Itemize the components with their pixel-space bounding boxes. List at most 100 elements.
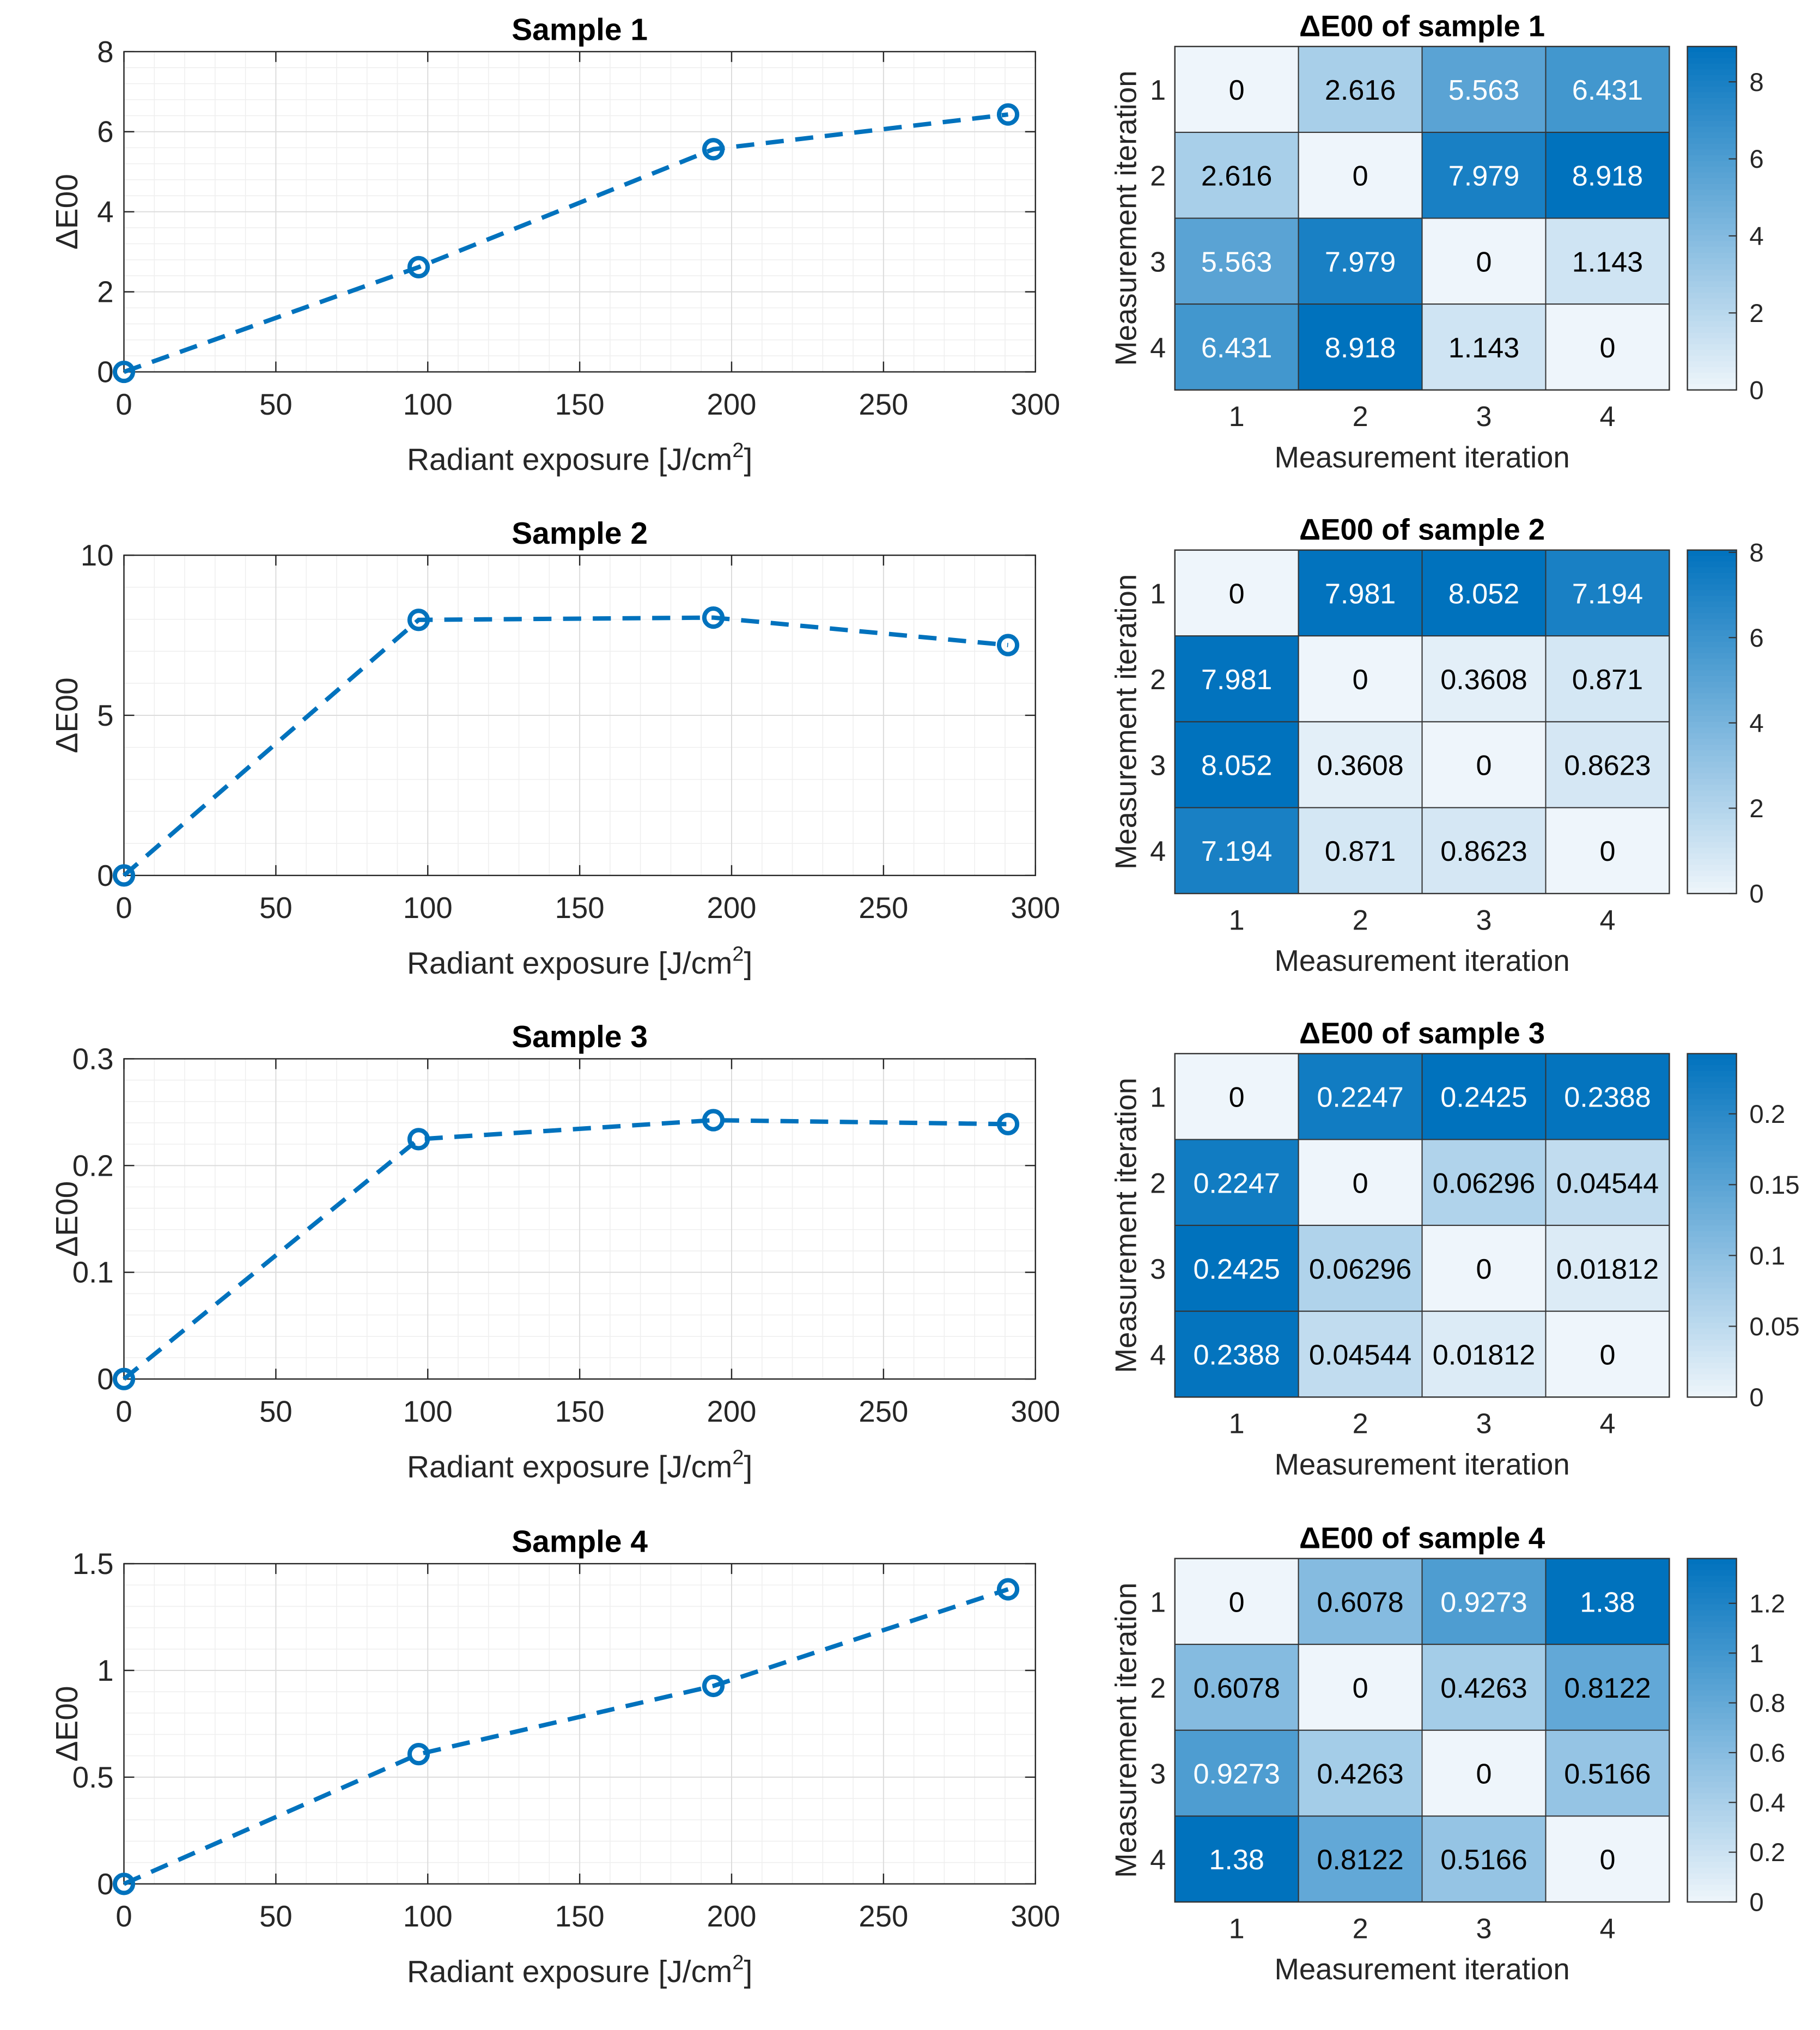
- colorbar-step: [1687, 871, 1737, 877]
- colorbar-step: [1687, 630, 1737, 637]
- colorbar-step: [1687, 1294, 1737, 1300]
- data-point: [112, 1873, 136, 1895]
- heatmap-cell-label: 5.563: [1201, 246, 1272, 278]
- heatmap-row-label: 4: [1150, 1844, 1166, 1876]
- colorbar-step: [1687, 46, 1737, 53]
- colorbar-tick-label: 4: [1749, 222, 1763, 251]
- colorbar-step: [1687, 252, 1737, 259]
- colorbar-step: [1687, 1673, 1737, 1680]
- colorbar-tick-label: 2: [1749, 794, 1763, 823]
- colorbar-step: [1687, 1208, 1737, 1214]
- heatmap-cell-label: 0.2425: [1440, 1082, 1527, 1114]
- colorbar-step: [1687, 739, 1737, 745]
- x-tick-label: 50: [259, 1900, 293, 1933]
- colorbar-step: [1687, 1385, 1737, 1392]
- colorbar-step: [1687, 853, 1737, 860]
- axes-box: [123, 51, 1036, 373]
- colorbar-tick-label: 1: [1749, 1639, 1763, 1668]
- heatmap-cell: [1421, 1310, 1547, 1398]
- x-tick-label: 100: [403, 891, 453, 925]
- colorbar-step: [1687, 1759, 1737, 1765]
- heatmap-cell-label: 0.3608: [1440, 664, 1527, 696]
- heatmap-cell: [1298, 807, 1423, 895]
- colorbar-step: [1687, 1558, 1737, 1565]
- colorbar-step: [1687, 143, 1737, 150]
- colorbar-step: [1687, 138, 1737, 144]
- colorbar-step: [1687, 1196, 1737, 1203]
- x-tick-label: 50: [259, 388, 293, 421]
- heatmap-col-label: 3: [1476, 904, 1492, 936]
- heatmap-cell-label: 0.3608: [1317, 750, 1403, 782]
- colorbar-step: [1687, 81, 1737, 87]
- colorbar-step: [1687, 1593, 1737, 1599]
- heatmap-cell: [1421, 1644, 1547, 1731]
- heatmap-cell: [1298, 721, 1423, 809]
- colorbar-step: [1687, 270, 1737, 276]
- colorbar-step: [1687, 779, 1737, 786]
- colorbar-step: [1687, 367, 1737, 374]
- y-tick-label: 0.2: [72, 1149, 114, 1182]
- colorbar-step: [1687, 1776, 1737, 1783]
- y-tick-label: 0.1: [72, 1256, 114, 1289]
- colorbar-step: [1687, 698, 1737, 706]
- heatmap-cell: [1545, 303, 1670, 391]
- colorbar-step: [1687, 584, 1737, 591]
- colorbar-step: [1687, 332, 1737, 339]
- heatmap-title: ΔE00 of sample 4: [1299, 1522, 1545, 1555]
- heatmap-border: [1174, 46, 1670, 391]
- heatmap-cell: [1298, 1729, 1423, 1817]
- heatmap-cell-label: 0.06296: [1433, 1168, 1535, 1199]
- heatmap-border: [1174, 1053, 1670, 1398]
- heatmap-cell: [1298, 1053, 1423, 1140]
- heatmap-cell: [1545, 1053, 1670, 1140]
- heatmap-cell-label: 0: [1353, 1673, 1368, 1704]
- heatmap-cell-label: 0.871: [1572, 664, 1643, 696]
- heatmap-cell-label: 1.38: [1580, 1587, 1635, 1618]
- colorbar-step: [1687, 212, 1737, 219]
- colorbar-border: [1687, 1053, 1737, 1398]
- heatmap-cell: [1298, 303, 1423, 391]
- colorbar-step: [1687, 1311, 1737, 1318]
- y-tick-label: 1: [97, 1654, 113, 1687]
- colorbar-step: [1687, 1707, 1737, 1714]
- heatmap-col-label: 4: [1599, 1408, 1615, 1440]
- colorbar-step: [1687, 1277, 1737, 1283]
- heatmap-row-label: 1: [1150, 1587, 1166, 1618]
- colorbar-border: [1687, 1558, 1737, 1903]
- colorbar-step: [1687, 321, 1737, 327]
- colorbar-step: [1687, 579, 1737, 585]
- heatmap-border: [1174, 549, 1670, 895]
- colorbar-step: [1687, 115, 1737, 121]
- heatmap-y-label: Measurement iteration: [1110, 70, 1143, 366]
- colorbar-step: [1687, 1747, 1737, 1754]
- x-tick-label: 250: [859, 388, 908, 421]
- chart-title: Sample 2: [512, 516, 648, 551]
- heatmap-cell: [1174, 1139, 1299, 1226]
- colorbar-step: [1687, 796, 1737, 803]
- series-line: [123, 112, 1009, 374]
- data-point: [702, 606, 725, 629]
- heatmap-6: 0 0.2247 0.2425 0.2388 0.2247 0 0.06296 0.04544…: [1110, 1017, 1800, 1481]
- y-axis-label: ΔE00: [50, 1181, 84, 1257]
- x-tick-label: 150: [555, 1900, 605, 1933]
- heatmap-cell: [1545, 1729, 1670, 1817]
- colorbar-step: [1687, 590, 1737, 597]
- colorbar-tick-label: 6: [1749, 145, 1763, 174]
- heatmap-cell: [1174, 721, 1299, 809]
- heatmap-cell-label: 0.8623: [1564, 750, 1651, 782]
- data-point: [407, 1743, 430, 1766]
- colorbar-step: [1687, 149, 1737, 156]
- colorbar-step: [1687, 1856, 1737, 1863]
- colorbar-step: [1687, 1248, 1737, 1255]
- colorbar-step: [1687, 1644, 1737, 1651]
- heatmap-cell-label: 0: [1353, 664, 1368, 696]
- heatmap-cell: [1545, 807, 1670, 895]
- heatmap-cell: [1174, 1225, 1299, 1312]
- colorbar-step: [1687, 1862, 1737, 1868]
- heatmap-col-label: 4: [1599, 904, 1615, 936]
- colorbar-step: [1687, 1633, 1737, 1639]
- heatmap-cell: [1174, 1644, 1299, 1731]
- colorbar-step: [1687, 1093, 1737, 1100]
- heatmap-cell-label: 0.4263: [1440, 1673, 1527, 1704]
- heatmap-row-label: 1: [1150, 578, 1166, 610]
